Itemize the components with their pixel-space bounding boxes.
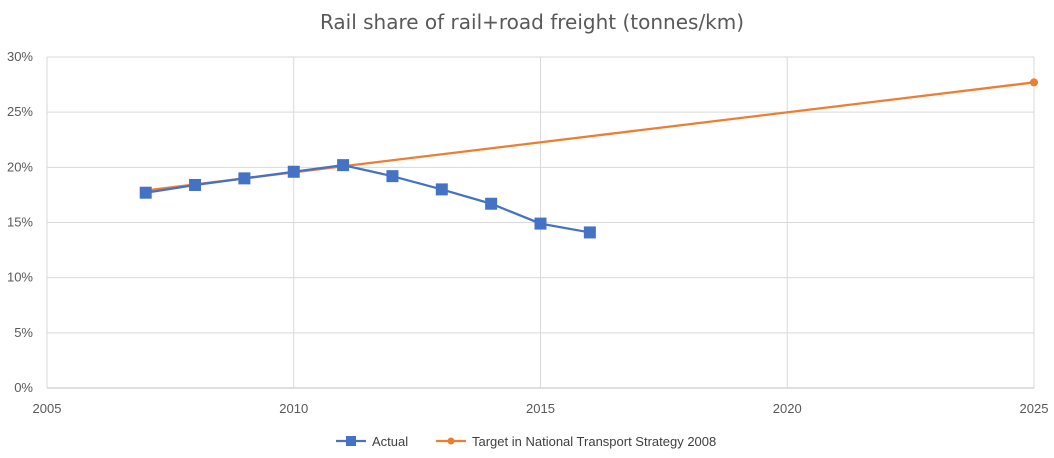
data-point-actual [485,197,498,210]
chart-title: Rail share of rail+road freight (tonnes/… [320,10,744,34]
legend-marker-actual [346,436,356,446]
data-point-actual [189,178,202,191]
x-axis-ticks: 2005 2010 2015 2020 2025 [33,401,1049,416]
y-tick-label: 20% [7,159,33,174]
y-tick-label: 10% [7,270,33,285]
x-tick-label: 2010 [279,401,308,416]
data-point-target [1030,78,1038,87]
series-area [139,78,1038,239]
data-point-actual [435,183,448,196]
data-point-actual [287,165,300,178]
x-tick-label: 2025 [1020,401,1049,416]
series-line-actual [145,163,591,234]
legend: Actual Target in National Transport Strat… [336,434,716,449]
y-tick-label: 0% [14,380,33,395]
legend-label-actual: Actual [372,434,408,449]
y-tick-label: 5% [14,325,33,340]
x-tick-label: 2020 [773,401,802,416]
legend-marker-target [447,437,455,445]
y-axis-ticks: 0% 5% 10% 15% 20% 25% 30% [7,49,33,395]
data-point-actual [386,170,399,183]
data-point-actual [337,159,350,172]
y-tick-label: 25% [7,104,33,119]
legend-label-target: Target in National Transport Strategy 20… [472,434,716,449]
data-point-actual [583,226,596,239]
data-point-actual [139,186,152,199]
data-point-actual [534,217,547,230]
data-point-actual [238,172,251,185]
y-tick-label: 15% [7,215,33,230]
y-tick-label: 30% [7,49,33,64]
x-tick-label: 2015 [526,401,555,416]
x-tick-label: 2005 [33,401,62,416]
